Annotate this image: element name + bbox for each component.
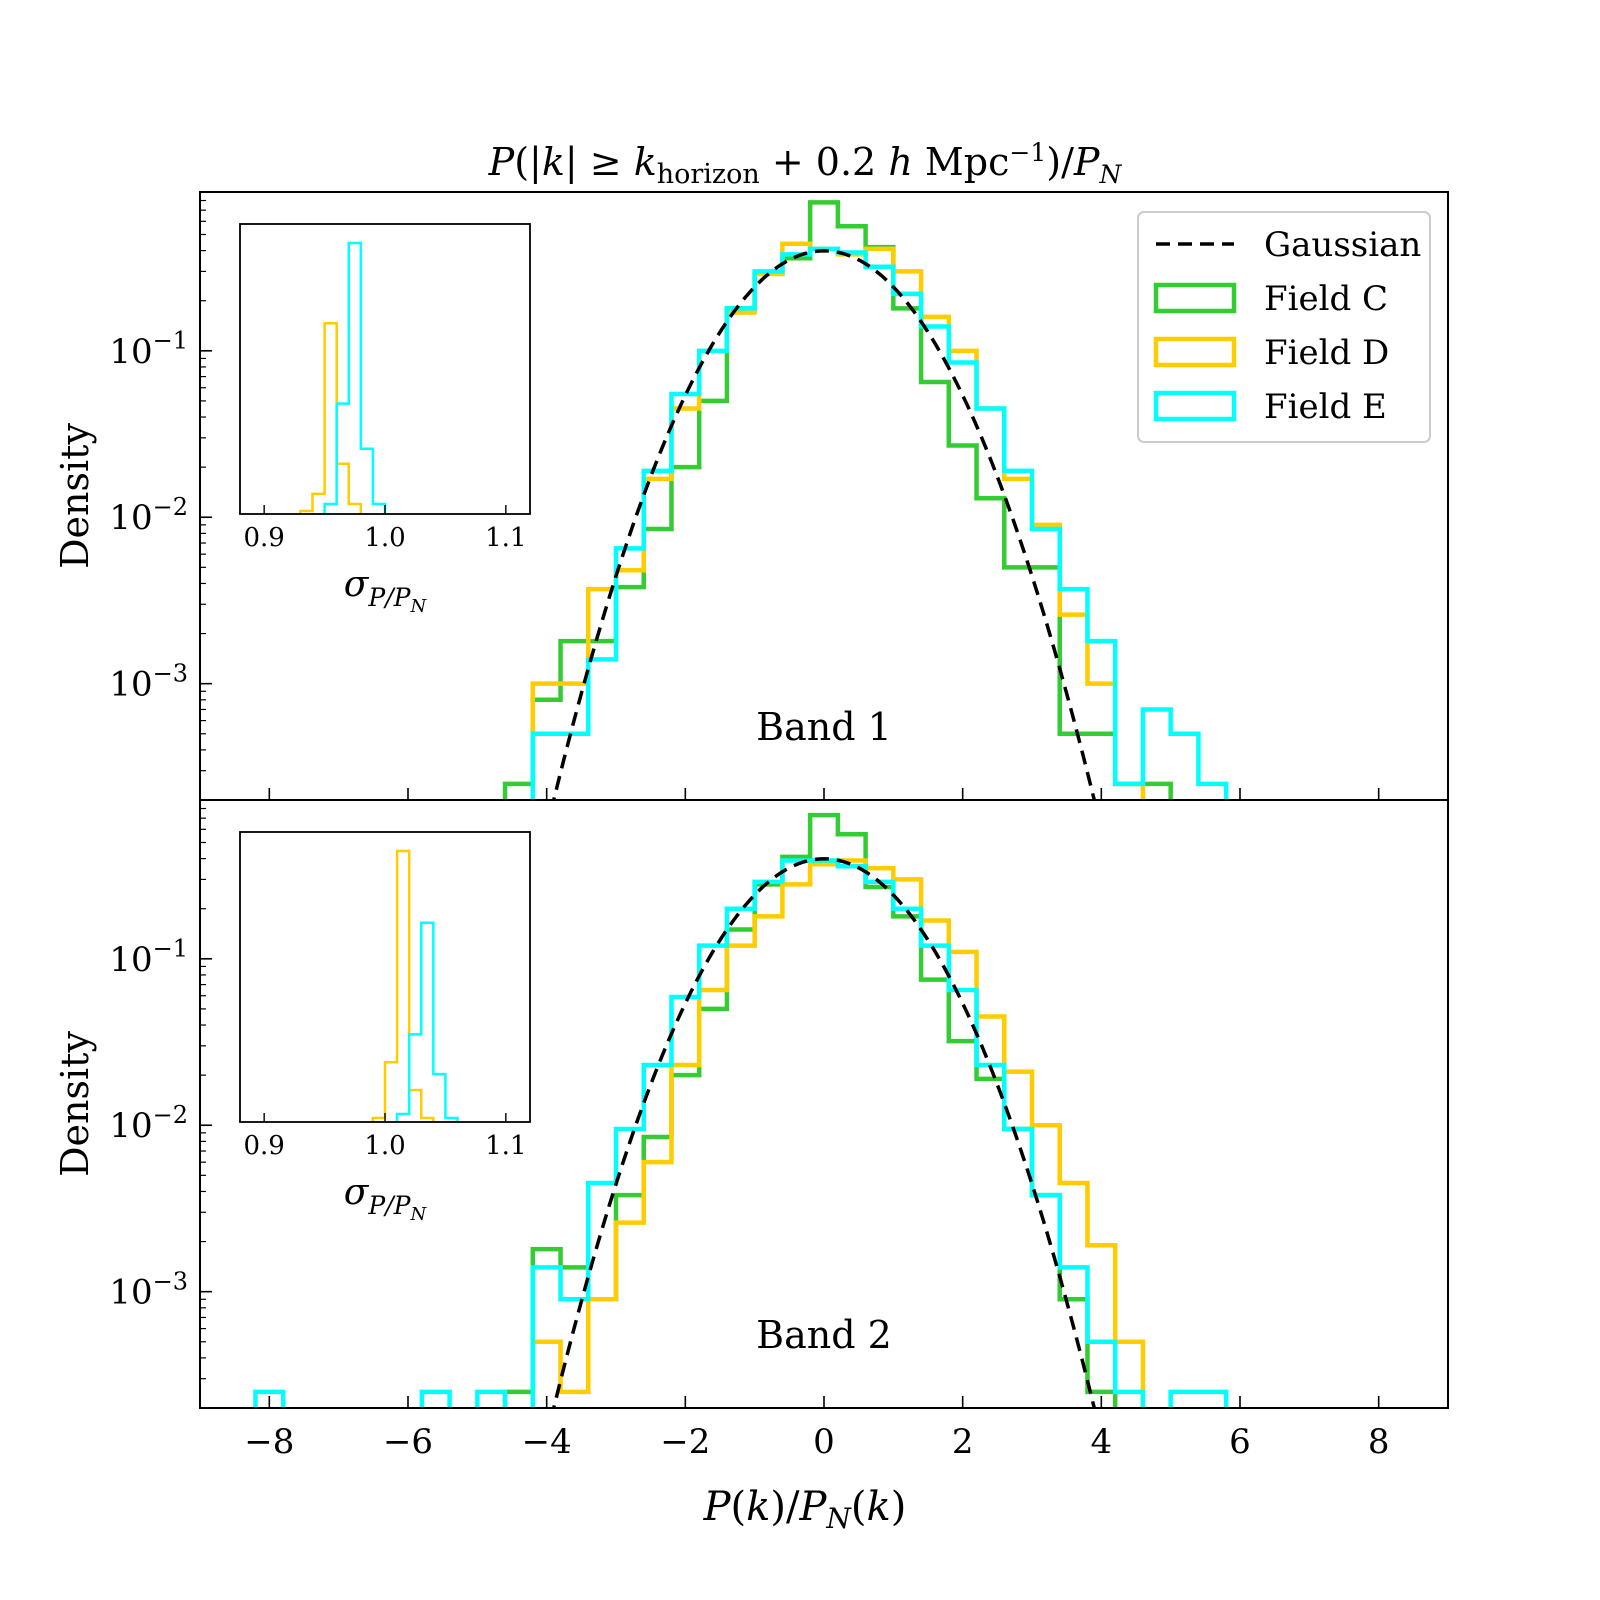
y-tick-label: 10−2: [109, 493, 188, 538]
inset-histogram-field-d: [371, 849, 435, 1122]
x-tick-label: 0: [813, 1422, 835, 1462]
y-tick-label: 10−3: [109, 659, 188, 704]
legend-frame: [1137, 211, 1431, 443]
histogram-field-d: [530, 241, 1146, 800]
inset-x-axis-label: σP/PN: [344, 1172, 428, 1225]
inset-x-tick-label: 0.9: [243, 1131, 284, 1161]
plot-area: [253, 812, 1229, 1408]
inset: 0.9 1.0 1.1 σP/PN: [239, 223, 531, 617]
x-tick-label: 2: [952, 1422, 974, 1462]
y-axis-label: Density: [53, 1031, 97, 1177]
x-axis-label: P(k)/PN(k): [703, 1484, 907, 1535]
band-annotation: Band 2: [756, 1313, 892, 1357]
band-2-panel: −8 −6 −4 −2 0 2 4 6 8 10−1 10−2 10−3 Density Band 2 0.…: [53, 799, 1449, 1462]
inset-x-tick-label: 1.1: [485, 523, 526, 553]
inset-x-tick-label: 1.1: [485, 1131, 526, 1161]
legend-swatch-field-e: [1153, 390, 1237, 422]
x-tick-label: −4: [522, 1422, 572, 1462]
legend: Gaussian Field C Field D Field E: [1137, 211, 1431, 443]
y-tick-label: 10−1: [109, 935, 188, 980]
inset-histogram-field-e: [323, 241, 387, 514]
legend-label: Field D: [1264, 333, 1389, 373]
y-axis-label: Density: [53, 423, 97, 569]
y-tick-label: 10−2: [109, 1101, 188, 1146]
inset-histogram-field-d: [299, 322, 363, 514]
y-tick-label: 10−3: [109, 1267, 188, 1312]
y-tick-label: 10−1: [109, 327, 188, 372]
legend-label: Field E: [1264, 387, 1387, 427]
x-tick-label: 8: [1368, 1422, 1390, 1462]
x-tick-label: −2: [660, 1422, 710, 1462]
gaussian-curve: [551, 857, 1097, 1408]
plot-area: [502, 200, 1229, 800]
legend-label: Gaussian: [1264, 225, 1421, 265]
x-tick-label: 4: [1091, 1422, 1113, 1462]
inset: 0.9 1.0 1.1 σP/PN: [239, 831, 531, 1225]
inset-frame: [239, 223, 531, 515]
x-tick-label: −6: [383, 1422, 433, 1462]
legend-label: Field C: [1264, 279, 1388, 319]
inset-x-tick-label: 1.0: [364, 1131, 405, 1161]
x-tick-label: −8: [244, 1422, 294, 1462]
legend-swatch-field-c: [1153, 282, 1237, 314]
inset-histogram-field-e: [395, 921, 459, 1122]
band-annotation: Band 1: [756, 705, 892, 749]
inset-x-tick-label: 0.9: [243, 523, 284, 553]
inset-x-axis-label: σP/PN: [344, 564, 428, 617]
band-1-panel: 10−1 10−2 10−3 Density Band 1 0.9 1.0 1.1 σP/PN: [53, 191, 1449, 801]
inset-x-tick-label: 1.0: [364, 523, 405, 553]
figure-title: P(|k| ≥ khorizon + 0.2 h Mpc−1)/PN: [488, 138, 1123, 190]
histogram-field-e: [530, 246, 1229, 800]
x-tick-label: 6: [1229, 1422, 1251, 1462]
gaussian-curve: [551, 249, 1097, 800]
legend-swatch-field-d: [1153, 336, 1237, 368]
